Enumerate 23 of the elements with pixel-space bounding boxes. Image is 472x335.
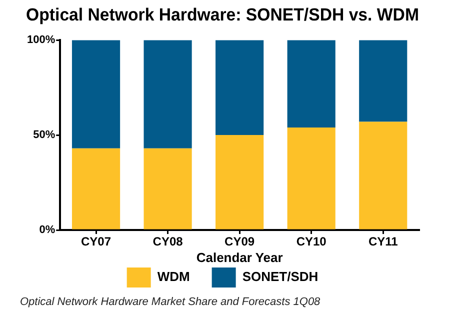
- x-tick-label: CY09: [224, 234, 255, 249]
- bar: [72, 148, 120, 230]
- bar: [359, 40, 408, 122]
- x-tick-label: CY07: [81, 234, 112, 249]
- x-tick-label: CY11: [368, 234, 398, 249]
- legend-label: SONET/SDH: [242, 269, 318, 284]
- chart-title: Optical Network Hardware: SONET/SDH vs. WDM: [26, 4, 419, 25]
- text: Optical Network Hardware Market Share and Forecasts 1Q08: [20, 296, 320, 308]
- bar: [287, 127, 336, 230]
- bar: [144, 40, 192, 148]
- y-tick-label: 50%: [33, 129, 56, 142]
- legend-label: WDM: [157, 269, 190, 284]
- bar: [287, 40, 336, 128]
- y-tick-label: 0%: [39, 224, 56, 236]
- bar: [359, 122, 408, 230]
- x-tick-label: CY08: [152, 234, 184, 249]
- bar: [216, 135, 264, 230]
- x-axis-title: Calendar Year: [196, 250, 283, 265]
- bar: [216, 40, 264, 136]
- y-tick-label: 100%: [26, 34, 56, 46]
- x-tick-label: CY10: [296, 234, 327, 249]
- bar: [144, 148, 192, 230]
- bar: [72, 40, 120, 148]
